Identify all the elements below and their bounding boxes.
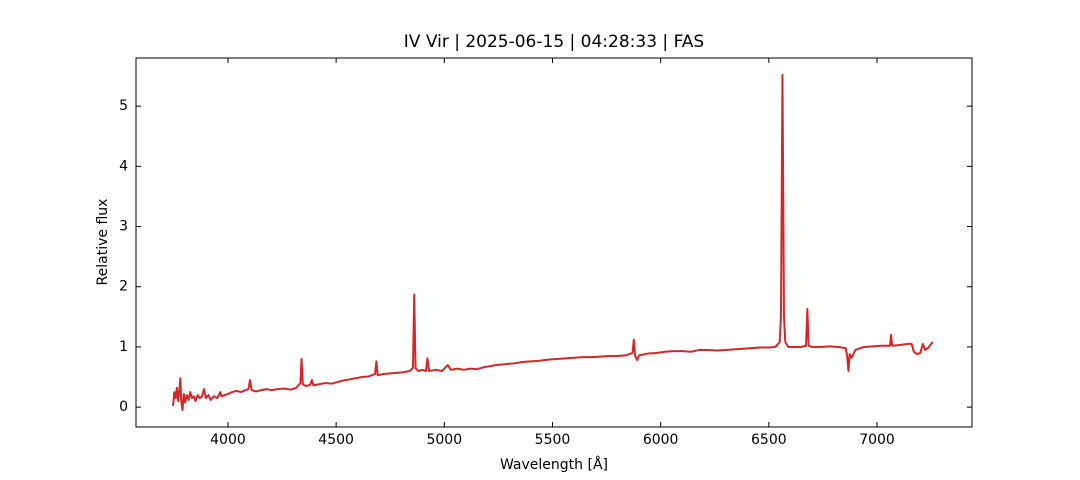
x-axis-label: Wavelength [Å] xyxy=(500,456,608,473)
y-tick-label: 1 xyxy=(119,339,128,355)
x-tick-label: 5000 xyxy=(426,432,462,448)
x-tick-label: 4000 xyxy=(210,432,246,448)
x-tick-label: 4500 xyxy=(318,432,354,448)
y-tick-label: 3 xyxy=(119,219,128,235)
x-tick-label: 6000 xyxy=(643,432,679,448)
y-tick-label: 4 xyxy=(119,158,128,174)
y-tick-label: 2 xyxy=(119,279,128,295)
x-tick-label: 7000 xyxy=(859,432,895,448)
y-tick-label: 5 xyxy=(119,98,128,114)
x-tick-label: 5500 xyxy=(535,432,571,448)
y-axis-label: Relative flux xyxy=(95,199,111,286)
x-tick-label: 6500 xyxy=(751,432,787,448)
plot-frame xyxy=(135,57,973,428)
spectrum-line xyxy=(172,73,934,412)
chart-title: IV Vir | 2025-06-15 | 04:28:33 | FAS xyxy=(404,32,704,52)
y-tick-label: 0 xyxy=(119,399,128,415)
